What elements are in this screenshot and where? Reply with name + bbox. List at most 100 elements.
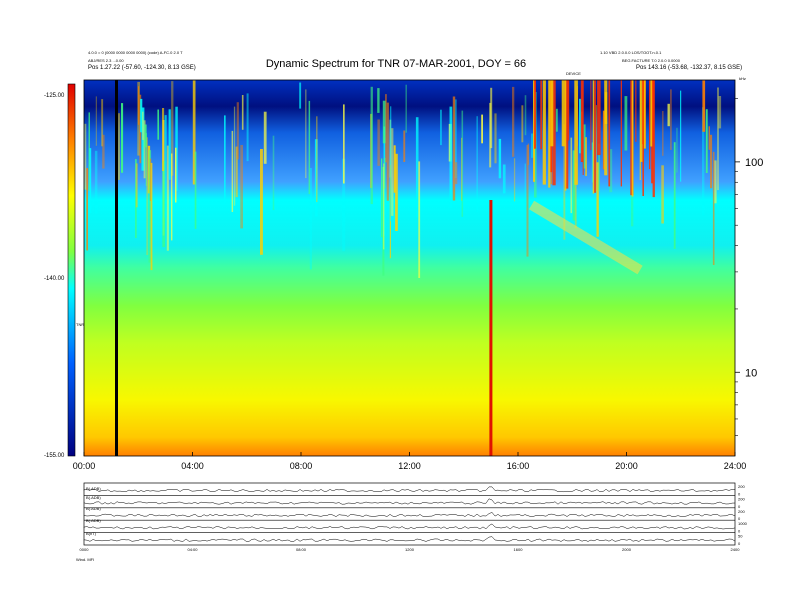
emission-streak [680, 90, 682, 182]
emission-streak [390, 128, 394, 216]
emission-streak [314, 139, 318, 217]
emission-streak [299, 82, 302, 109]
emission-streak [676, 127, 678, 173]
emission-streak [542, 80, 546, 185]
emission-streak [649, 80, 651, 170]
event-marker-label: DEVICE [566, 71, 581, 76]
emission-streak [449, 106, 453, 208]
emission-streak [175, 106, 178, 191]
panel-label-2: B(.ADB) [86, 495, 101, 500]
emission-streak [88, 112, 90, 191]
y-tick-label: 100 [745, 157, 763, 169]
panel-right-tick: 200 [738, 496, 745, 501]
emission-streak [308, 100, 311, 195]
x-tick-label: 12:00 [398, 461, 421, 471]
emission-streak [89, 148, 92, 214]
broadband-burst [489, 200, 493, 456]
emission-streak [395, 153, 398, 231]
spectrogram-streaks [84, 80, 722, 456]
magnetometer-trace [83, 498, 736, 505]
emission-streak [642, 80, 644, 196]
emission-streak [650, 80, 653, 147]
emission-streak [608, 80, 611, 187]
emission-streak [521, 105, 524, 143]
emission-streak [524, 95, 527, 136]
x-tick-label: 00:00 [73, 461, 96, 471]
emission-streak [140, 98, 143, 133]
emission-streak [393, 145, 396, 193]
emission-streak [86, 168, 88, 251]
emission-streak [385, 94, 387, 163]
panel-right-tick: 0 [738, 516, 741, 521]
emission-streak [597, 80, 601, 156]
emission-streak [342, 158, 346, 252]
emission-streak [236, 102, 239, 160]
emission-streak [574, 80, 578, 185]
emission-streak [390, 106, 392, 222]
data-gap-line [115, 80, 118, 456]
emission-streak [717, 87, 719, 191]
magnetometer-trace [83, 512, 736, 517]
panel-right-tick: 50 [738, 534, 743, 539]
emission-streak [494, 113, 497, 164]
emission-streak [602, 110, 605, 170]
panel-x-tick-label: 2400 [731, 547, 741, 552]
x-tick-label: 16:00 [507, 461, 530, 471]
emission-streak [168, 109, 171, 180]
emission-streak [667, 103, 670, 127]
emission-streak [370, 86, 373, 205]
emission-streak [585, 137, 587, 176]
emission-streak [651, 80, 654, 142]
emission-streak [403, 130, 406, 162]
emission-streak [166, 145, 169, 251]
emission-streak [526, 145, 529, 257]
emission-streak [121, 103, 124, 173]
emission-streak [272, 135, 275, 211]
emission-streak [590, 80, 592, 151]
emission-streak [548, 80, 551, 188]
emission-streak [405, 84, 407, 133]
x-tick-label: 20:00 [615, 461, 638, 471]
emission-streak [620, 80, 622, 187]
emission-streak [231, 130, 234, 212]
emission-streak [461, 137, 463, 201]
emission-streak [563, 124, 566, 240]
emission-streak [652, 80, 655, 198]
emission-streak [135, 163, 138, 208]
y-tick-label: 10 [745, 367, 757, 379]
emission-streak [241, 95, 244, 130]
panel-right-tick: 0 [738, 491, 741, 496]
emission-streak [583, 124, 586, 169]
right-info-line-1: 1.10 VBD 2.0.0.0 LOS/TOOT.n.0.1 [600, 50, 662, 55]
emission-streak [572, 150, 576, 221]
emission-streak [175, 147, 177, 203]
emission-streak [702, 107, 705, 216]
spectrogram-axes: 00:00 04:00 08:00 12:00 16:00 20:00 24:00 10 100 [73, 98, 763, 471]
magnetometer-trace [83, 536, 736, 542]
emission-streak [580, 80, 584, 162]
left-position-line: Pos 1.27.22 (-57.60, -124.30, 8.13 GSE) [88, 65, 196, 71]
left-info-line-1: 4.0.0 = 0 (0000 0000 0000 0000) (code) A… [88, 50, 183, 55]
emission-streak [702, 80, 706, 132]
colorbar [67, 83, 76, 457]
emission-streak [377, 88, 380, 113]
emission-streak [142, 111, 144, 140]
colorbar-title: TNR [76, 322, 85, 327]
emission-streak [712, 151, 715, 265]
emission-streak [718, 96, 722, 129]
panel-right-tick: 1000 [738, 521, 748, 526]
emission-streak [540, 80, 542, 150]
emission-streak [146, 137, 148, 255]
emission-streak [564, 80, 569, 189]
emission-streak [635, 80, 637, 142]
emission-streak [596, 162, 599, 237]
emission-streak [440, 109, 442, 146]
emission-streak [489, 102, 492, 168]
emission-streak [171, 153, 173, 241]
emission-streak [240, 145, 243, 229]
emission-streak [592, 80, 595, 194]
emission-streak [263, 111, 267, 164]
emission-streak [143, 120, 146, 179]
colorbar-label-top: -125.00 [44, 93, 65, 99]
